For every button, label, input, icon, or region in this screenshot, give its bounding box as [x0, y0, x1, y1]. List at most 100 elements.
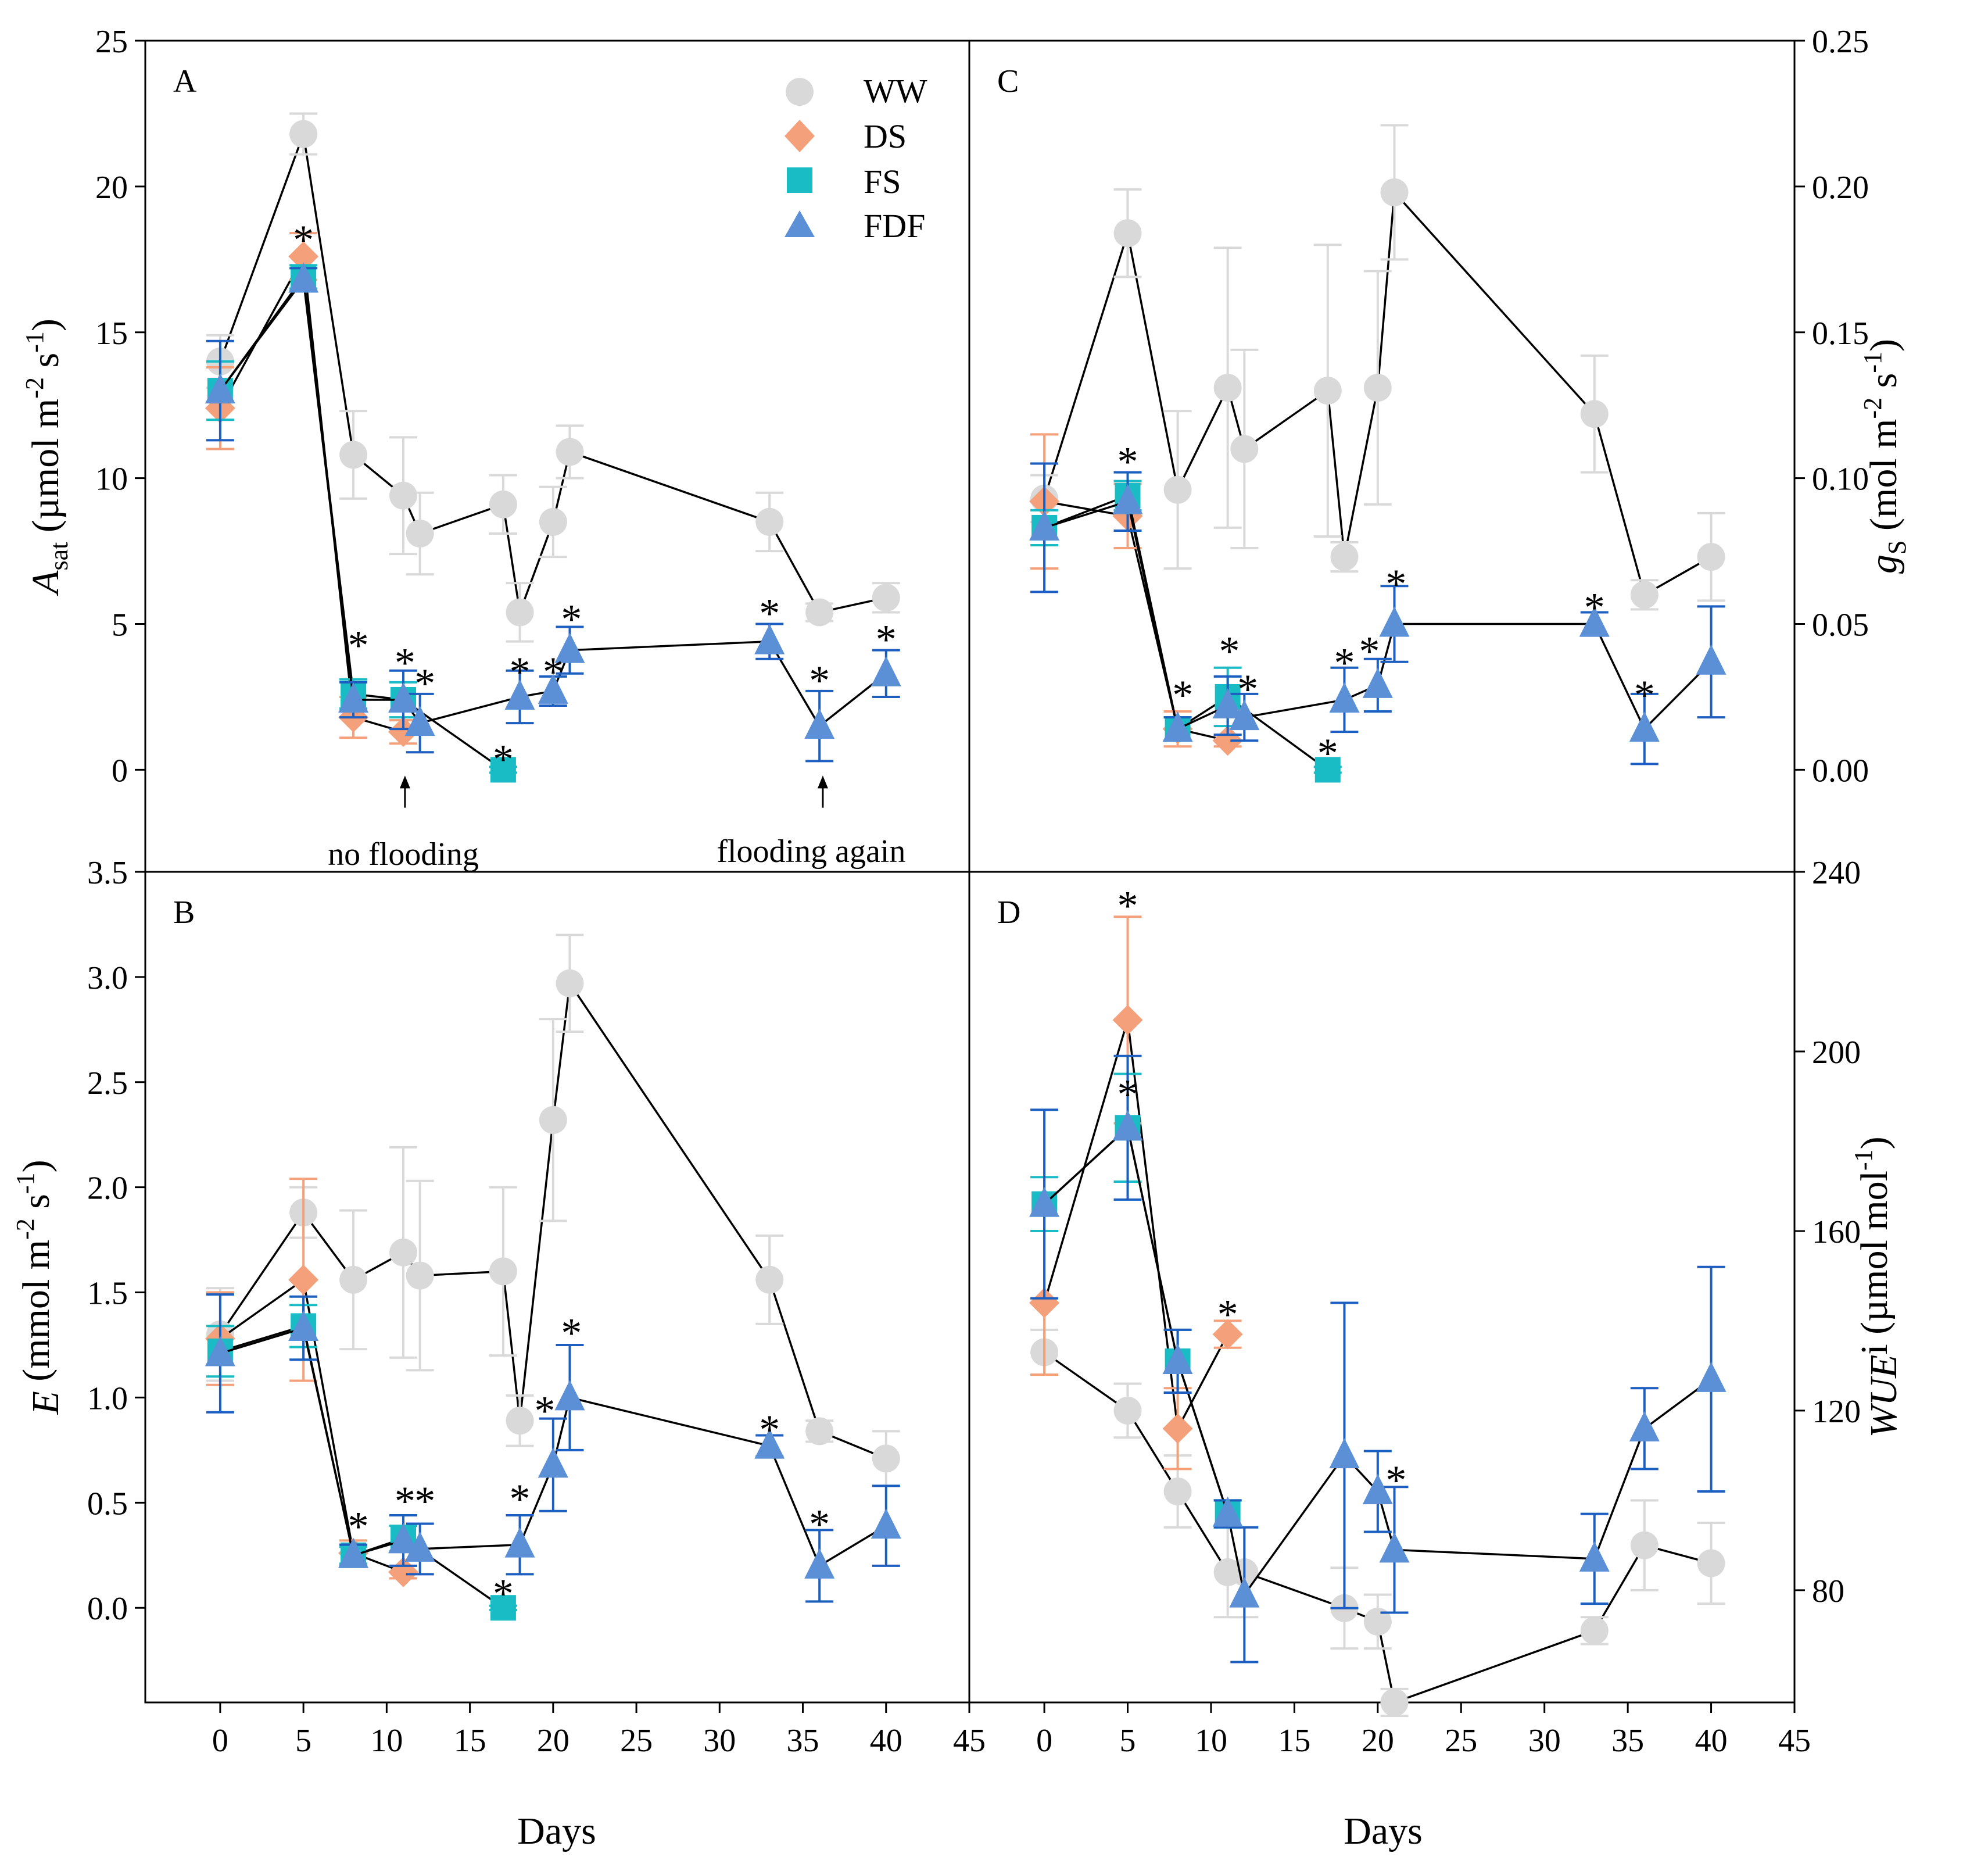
series-line-ds	[1044, 500, 1228, 742]
data-point-fdf	[1379, 1532, 1410, 1563]
data-point-ds	[1029, 1287, 1060, 1318]
data-point-ww	[389, 1238, 418, 1267]
y-axis-title-part: (µmol m	[24, 399, 67, 542]
y-axis-title-part: -2	[1858, 398, 1887, 419]
data-point-ds	[288, 1264, 319, 1295]
significance-star-c: *	[1385, 561, 1406, 607]
data-point-fdf	[1579, 606, 1610, 637]
y-axis-title-part: E	[24, 1391, 67, 1415]
series-fdf-b	[205, 1293, 901, 1603]
data-point-fdf	[538, 673, 568, 704]
series-ds-d	[1029, 915, 1243, 1471]
data-point-fdf	[1329, 682, 1360, 713]
data-point-fdf	[205, 373, 235, 404]
data-point-fdf	[1212, 1496, 1243, 1527]
significance-star-a: *	[809, 657, 830, 704]
significance-star-c: *	[1172, 672, 1193, 718]
data-point-ww	[755, 507, 784, 536]
data-point-ww	[1697, 1549, 1725, 1577]
data-point-fdf	[338, 1537, 369, 1568]
y-axis-title-part: -1	[1858, 352, 1887, 373]
series-line-ww	[1043, 189, 1712, 596]
x-tick-label-d: 40	[1695, 1723, 1728, 1759]
data-point-fdf	[404, 1531, 435, 1562]
data-point-fdf	[754, 1428, 785, 1459]
data-point-ww	[489, 490, 517, 518]
y-tick-label-b: 2.5	[87, 1065, 128, 1101]
significance-star-a: *	[293, 217, 314, 263]
data-point-fdf	[1229, 1577, 1260, 1608]
y-tick-label-a: 5	[112, 607, 128, 643]
plot-data	[135, 40, 1805, 1718]
y-tick-label-b: 0.5	[87, 1486, 128, 1522]
data-point-ww	[1163, 475, 1192, 504]
data-point-fdf	[1029, 1186, 1060, 1217]
data-point-ww	[755, 1265, 784, 1294]
data-point-ww	[1363, 374, 1392, 402]
y-tick-label-d: 200	[1812, 1035, 1861, 1071]
significance-star-d: *	[1217, 1291, 1238, 1337]
significance-star-c: *	[1634, 672, 1655, 718]
data-point-fdf	[1229, 700, 1260, 731]
data-point-ww	[539, 507, 567, 536]
data-point-ww	[1580, 1616, 1609, 1645]
panel-a	[135, 40, 901, 808]
data-point-ww	[1630, 1531, 1659, 1559]
x-tick-label-d: 25	[1445, 1723, 1477, 1759]
y-tick-label-d: 160	[1812, 1214, 1861, 1250]
significance-star-a: *	[395, 640, 415, 686]
legend-marker-fs	[787, 167, 812, 193]
panel-label-d: D	[997, 895, 1020, 931]
data-point-fdf	[1696, 644, 1726, 675]
significance-star-a: *	[876, 617, 897, 663]
data-point-ww	[289, 120, 318, 148]
y-tick-label-a: 10	[95, 462, 128, 498]
data-point-fdf	[388, 682, 419, 713]
y-axis-title-part: g	[1862, 554, 1905, 574]
data-point-ww	[489, 1257, 517, 1286]
legend: WW DS FS FDF	[785, 72, 927, 245]
panel-c	[1029, 40, 1805, 783]
y-tick-label-b: 1.5	[87, 1276, 128, 1312]
legend-entry-fs: FS	[787, 163, 901, 201]
series-line-ds	[1043, 1019, 1229, 1432]
data-point-fdf	[1696, 1361, 1726, 1392]
data-point-ww	[805, 598, 834, 627]
data-point-ds	[1212, 725, 1243, 756]
x-tick-label-d: 5	[1120, 1723, 1136, 1759]
legend-entry-ds: DS	[785, 117, 907, 155]
y-axis-title-part: (mol m	[1862, 419, 1905, 541]
panel-d	[1029, 871, 1805, 1718]
significance-star-a: *	[543, 649, 564, 695]
annotation-arrowhead-a	[817, 775, 828, 789]
data-point-fs	[490, 757, 516, 783]
data-point-ww	[556, 969, 584, 997]
series-line-ds	[219, 253, 404, 733]
data-point-ds	[388, 1557, 419, 1587]
series-line-ds	[219, 1278, 404, 1573]
data-point-fdf	[871, 656, 901, 686]
data-point-ww	[556, 438, 584, 466]
data-point-ds	[288, 241, 319, 272]
legend-label-fdf: FDF	[864, 207, 925, 245]
x-tick-label-d: 35	[1611, 1723, 1644, 1759]
panel-label-a: A	[173, 63, 197, 99]
series-fdf-a	[205, 262, 901, 763]
data-point-fdf	[1579, 1541, 1610, 1572]
y-tick-label-c: 0.05	[1812, 607, 1869, 643]
y-axis-title-part: i (µmol mol	[1853, 1171, 1896, 1355]
series-line-ww	[219, 133, 887, 617]
data-point-ww	[1363, 1607, 1392, 1636]
data-point-fdf	[205, 1336, 235, 1366]
x-tick-label-b: 10	[370, 1723, 403, 1759]
y-tick-label-b: 3.5	[87, 855, 128, 891]
data-point-fdf	[871, 1508, 901, 1539]
significance-star-c: *	[1359, 628, 1380, 675]
y-tick-label-a: 0	[112, 753, 128, 789]
series-ds-b	[205, 1178, 419, 1587]
data-point-fdf	[804, 1548, 835, 1579]
data-point-ww	[339, 1265, 368, 1294]
data-point-fdf	[554, 1380, 585, 1411]
